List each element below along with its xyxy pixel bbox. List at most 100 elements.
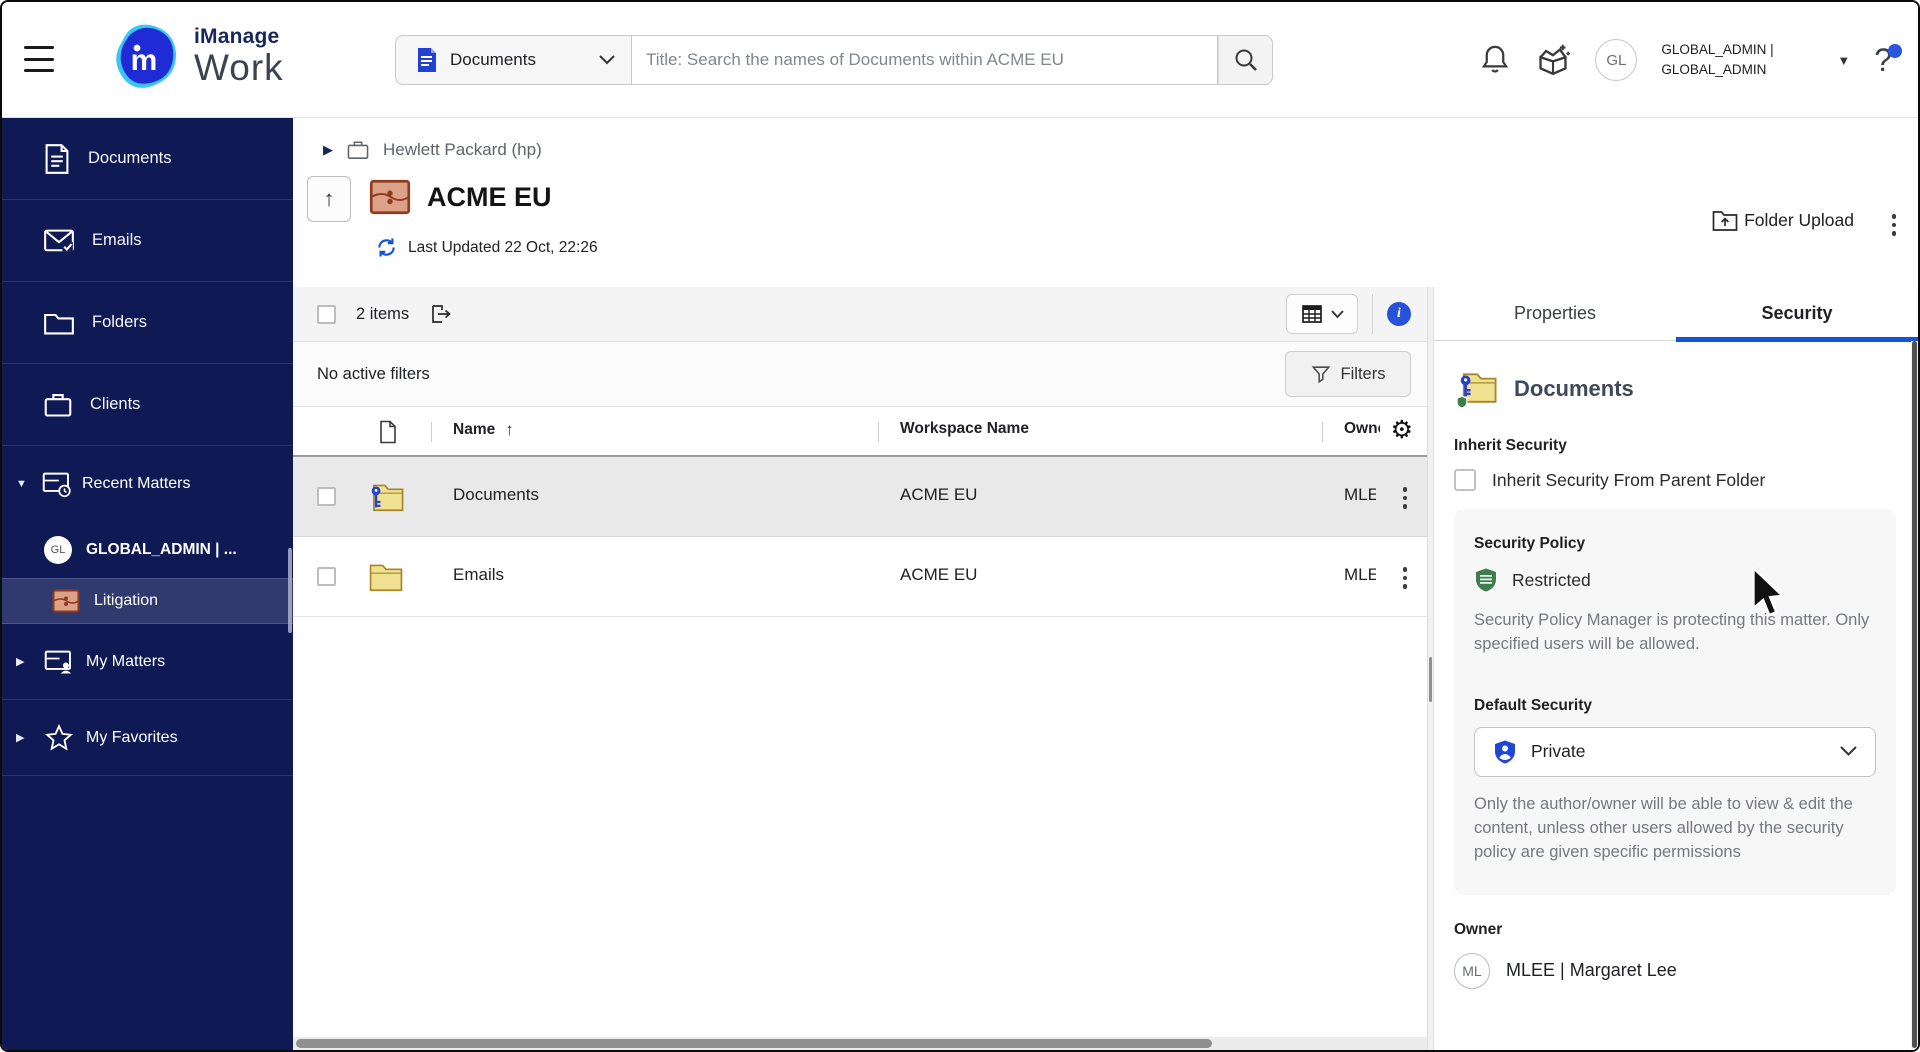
sidebar-item-litigation[interactable]: Litigation (2, 578, 293, 624)
column-divider (878, 422, 879, 442)
table-header: Name↑ Workspace Name Owner ⚙ (293, 407, 1427, 457)
row-workspace: ACME EU (900, 565, 978, 584)
panel-tabs: Properties Security (1434, 287, 1918, 342)
help-notification-dot (1888, 43, 1902, 58)
view-switcher-button[interactable] (1286, 294, 1358, 334)
svg-text:m: m (131, 44, 158, 77)
sidebar-item-clients[interactable]: Clients (2, 364, 293, 446)
user-menu-caret-icon[interactable]: ▼ (1837, 52, 1851, 68)
sidebar-item-documents[interactable]: Documents (2, 118, 293, 200)
chevron-down-icon (599, 55, 615, 65)
row-more-menu[interactable] (1399, 483, 1412, 513)
export-icon[interactable] (429, 302, 453, 326)
row-owner: MLEE (1344, 485, 1376, 504)
sidebar-item-my-matters[interactable]: ▶ My Matters (2, 624, 293, 700)
help-button[interactable]: ? (1874, 42, 1902, 79)
user-avatar[interactable]: GL (1595, 39, 1638, 81)
sidebar-item-my-favorites[interactable]: ▶ My Favorites (2, 700, 293, 776)
sidebar-item-folders[interactable]: Folders (2, 282, 293, 364)
logo-subtitle: Work (194, 47, 284, 88)
security-policy-description: Security Policy Manager is protecting th… (1474, 611, 1870, 653)
security-tab-content: Documents Inherit Security Inherit Secur… (1434, 369, 1918, 989)
collapsed-caret-icon[interactable]: ▶ (16, 656, 25, 668)
column-settings-gear-icon[interactable]: ⚙ (1390, 416, 1413, 444)
refresh-sync-icon[interactable] (375, 236, 398, 259)
sidebar-item-emails[interactable]: Emails (2, 200, 293, 282)
scrollbar-thumb[interactable] (296, 1039, 1212, 1048)
private-shield-icon (1495, 740, 1515, 764)
owner-value: MLEE | Margaret Lee (1506, 960, 1677, 981)
row-checkbox[interactable] (317, 487, 336, 506)
funnel-icon (1311, 366, 1330, 384)
document-list: 2 items i (293, 287, 1427, 1050)
sidebar-scrollbar[interactable] (288, 548, 292, 633)
search-scope-dropdown[interactable]: Documents (395, 35, 632, 85)
search-bar: Documents (395, 35, 1273, 85)
workspace-matter-icon (369, 179, 411, 215)
row-name: Documents (453, 485, 539, 504)
last-updated: Last Updated 22 Oct, 22:26 (375, 236, 598, 259)
tab-properties[interactable]: Properties (1513, 303, 1597, 323)
breadcrumb[interactable]: ▶ Hewlett Packard (hp) (323, 140, 542, 160)
litigation-matter-icon (52, 589, 80, 613)
search-input[interactable] (632, 35, 1218, 85)
top-header: m iManage Work Documents (2, 2, 1918, 118)
recent-matters-icon (42, 472, 71, 498)
breadcrumb-caret-icon[interactable]: ▶ (323, 142, 333, 157)
search-button[interactable] (1218, 35, 1273, 85)
header-actions: GL GLOBAL_ADMIN | GLOBAL_ADMIN ▼ ? (1479, 2, 1902, 118)
panel-scrollbar[interactable] (1911, 341, 1918, 1050)
navigate-up-button[interactable]: ↑ (307, 176, 351, 222)
star-icon (44, 723, 74, 751)
active-tab-indicator (1676, 337, 1918, 342)
secured-folder-icon (371, 484, 404, 512)
inherit-security-checkbox[interactable] (1454, 469, 1476, 491)
avatar: GL (44, 536, 72, 564)
select-all-checkbox[interactable] (317, 304, 336, 324)
inherit-security-label: Inherit Security (1454, 437, 1567, 454)
inherit-security-option: Inherit Security From Parent Folder (1454, 469, 1896, 491)
folder-upload-icon (1712, 211, 1738, 231)
folder-icon (369, 564, 403, 592)
horizontal-scrollbar[interactable] (293, 1037, 1427, 1050)
sidebar-nav: Documents Emails Folders Clients (2, 118, 293, 1050)
scrollbar-thumb[interactable] (1912, 341, 1917, 1048)
sidebar-item-recent-matters[interactable]: ▼ Recent Matters (2, 446, 293, 522)
hamburger-menu-icon[interactable] (24, 46, 54, 72)
table-view-icon (1301, 305, 1322, 323)
column-divider (431, 422, 432, 442)
security-policy-label: Security Policy (1474, 535, 1586, 552)
row-more-menu[interactable] (1399, 563, 1412, 593)
logo-title: iManage (194, 25, 280, 48)
workspace-title: ACME EU (427, 182, 552, 212)
security-policy-value-row: Restricted (1474, 567, 1876, 593)
filters-button[interactable]: Filters (1285, 351, 1411, 397)
collapsed-caret-icon[interactable]: ▶ (16, 732, 25, 744)
row-name: Emails (453, 565, 505, 584)
default-security-value: Private (1531, 741, 1586, 762)
toolbar-divider (1372, 294, 1373, 334)
row-owner: MLEE (1344, 565, 1376, 584)
tab-security[interactable]: Security (1761, 303, 1833, 323)
column-header-owner[interactable]: Owner (1344, 420, 1380, 437)
table-row[interactable]: Emails ACME EU MLEE (293, 537, 1427, 617)
breadcrumb-parent[interactable]: Hewlett Packard (hp) (383, 140, 542, 159)
sort-ascending-icon[interactable]: ↑ (505, 420, 514, 439)
user-name: GLOBAL_ADMIN | GLOBAL_ADMIN (1661, 41, 1774, 77)
owner-row: ML MLEE | Margaret Lee (1454, 952, 1896, 989)
column-header-workspace[interactable]: Workspace Name (900, 420, 1029, 437)
whats-new-box-icon[interactable] (1535, 42, 1571, 78)
sidebar-item-global-admin[interactable]: GL GLOBAL_ADMIN | ... (2, 522, 293, 578)
default-security-dropdown[interactable]: Private (1474, 726, 1876, 777)
row-checkbox[interactable] (317, 567, 336, 586)
column-divider (1322, 422, 1323, 442)
table-row[interactable]: Documents ACME EU MLEE (293, 457, 1427, 537)
client-briefcase-icon (347, 141, 369, 159)
notifications-bell-icon[interactable] (1479, 43, 1511, 77)
column-header-name[interactable]: Name ↑ (453, 420, 514, 439)
scrollbar-thumb[interactable] (1429, 657, 1432, 702)
folder-upload-button[interactable]: Folder Upload (1712, 208, 1854, 232)
expand-caret-icon[interactable]: ▼ (16, 478, 27, 490)
workspace-more-menu[interactable] (1888, 210, 1901, 240)
info-icon[interactable]: i (1387, 302, 1411, 326)
